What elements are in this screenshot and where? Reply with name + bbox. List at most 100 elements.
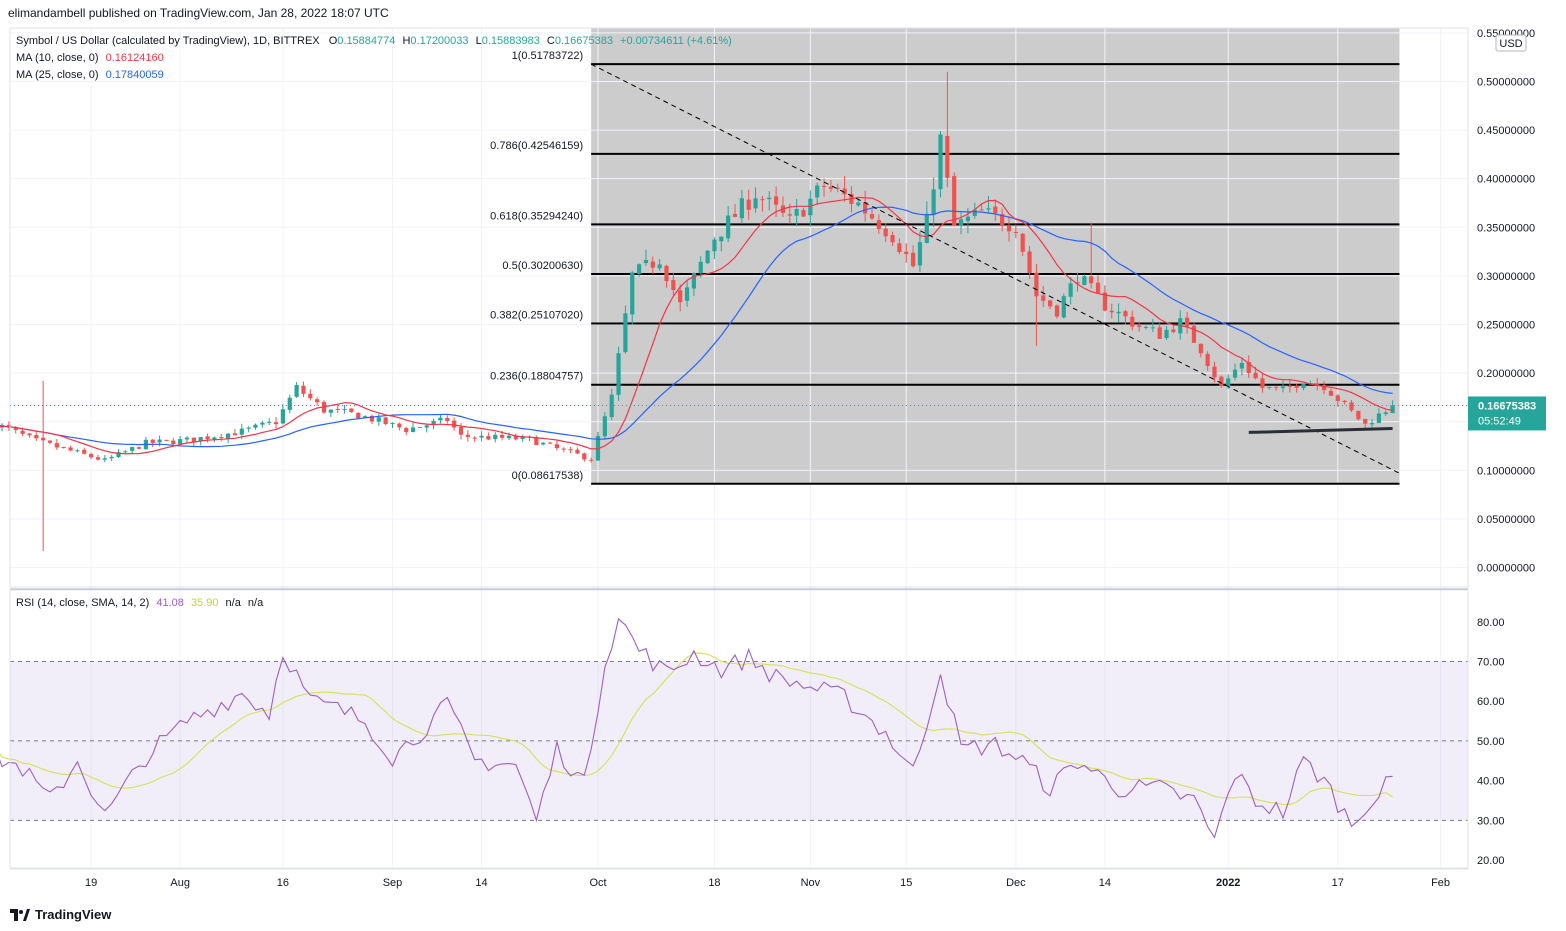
candle-body (1294, 386, 1299, 388)
candle-body (1253, 372, 1258, 379)
candle-body (116, 452, 121, 458)
candle-body (184, 437, 190, 440)
symbol-title: Symbol / US Dollar (calculated by Tradin… (16, 35, 320, 47)
candle-body (239, 428, 244, 435)
candle-body (500, 434, 505, 438)
candle-body (774, 196, 779, 205)
close-label: C (546, 35, 555, 47)
candle-body (746, 199, 751, 210)
candle-body (869, 214, 875, 219)
candle-body (1239, 363, 1244, 369)
candle-body (965, 216, 970, 222)
price-tick-label: 0.45000000 (1477, 125, 1535, 137)
candle-body (808, 198, 813, 216)
candle-body (1287, 385, 1292, 387)
brand-text: TradingView (35, 907, 112, 922)
candle-body (390, 422, 395, 424)
candle-body (1363, 418, 1368, 424)
candle-body (876, 220, 881, 230)
candle-body (1109, 310, 1114, 313)
candle-body (698, 261, 703, 274)
candle-body (986, 208, 991, 210)
time-tick-label: Dec (1006, 877, 1026, 889)
candle-body (1006, 225, 1012, 232)
candle-body (856, 202, 861, 206)
candle-body (897, 243, 902, 253)
rsi-value: 41.08 (156, 597, 184, 609)
candle-body (198, 437, 203, 442)
candle-body (1102, 292, 1107, 311)
candle-body (917, 242, 923, 266)
candle-body (609, 394, 614, 418)
candle-body (616, 353, 621, 395)
rsi-tick-label: 70.00 (1477, 656, 1505, 668)
candle-body (958, 219, 964, 226)
candle-body (1082, 276, 1087, 285)
time-tick-label: Sep (383, 877, 403, 889)
candle-body (294, 385, 299, 397)
candle-body (1219, 376, 1224, 386)
candle-body (75, 450, 80, 452)
candle-body (1274, 386, 1279, 388)
candle-body (54, 443, 59, 448)
candle-body (280, 409, 285, 424)
close-value: 0.16675383 (554, 35, 613, 47)
candle-body (383, 417, 388, 425)
ma10-legend: MA (10, close, 0) 0.16124160 (16, 52, 164, 64)
candle-body (691, 273, 696, 289)
publisher-line: elimandambell published on TradingView.c… (8, 6, 389, 20)
candle-body (821, 185, 827, 187)
rsi-tick-label: 50.00 (1477, 736, 1505, 748)
candle-body (287, 397, 292, 410)
price-tick-label: 0.00000000 (1477, 563, 1535, 575)
candle-body (1260, 378, 1265, 388)
candle-body (1349, 402, 1354, 411)
ma10-line (0, 196, 1393, 455)
candle-body (1089, 276, 1094, 284)
candle-body (13, 427, 18, 431)
candle-body (534, 437, 539, 446)
time-tick-label: 2022 (1216, 877, 1240, 889)
candle-body (164, 439, 169, 441)
candle-body (952, 176, 957, 226)
rsi-legend: RSI (14, close, SMA, 14, 2) 41.08 35.90 … (16, 597, 263, 609)
candle-body (506, 435, 512, 439)
candle-body (712, 239, 717, 252)
candle-body (41, 437, 46, 441)
candle-body (1185, 317, 1190, 327)
candle-body (445, 417, 450, 421)
candle-body (575, 449, 580, 454)
candle-body (938, 134, 943, 190)
fib-level-label: 0(0.08617538) (512, 470, 584, 482)
candle-body (424, 425, 429, 428)
candle-body (465, 434, 470, 438)
candle-body (61, 446, 66, 448)
candle-body (1171, 329, 1176, 333)
candle-body (1041, 295, 1046, 301)
candle-body (417, 426, 422, 428)
candle-body (1280, 386, 1286, 389)
candle-body (787, 214, 792, 216)
candle-body (219, 437, 224, 439)
open-value: 0.15884774 (337, 35, 396, 47)
candle-body (246, 427, 251, 429)
candle-body (308, 393, 313, 399)
candle-body (828, 186, 833, 189)
currency-badge (1495, 34, 1527, 52)
rsi-na-1: n/a (225, 597, 241, 609)
candle-body (178, 439, 183, 445)
high-label: H (402, 35, 411, 47)
candle-body (1095, 282, 1101, 293)
candle-body (1150, 327, 1155, 329)
price-tick-label: 0.25000000 (1477, 320, 1535, 332)
ma25-legend: MA (25, close, 0) 0.17840059 (16, 69, 164, 81)
candle-body (1205, 353, 1210, 367)
candle-body (979, 209, 984, 211)
symbol-legend: Symbol / US Dollar (calculated by Tradin… (16, 35, 732, 47)
candle-body (753, 198, 758, 209)
candle-body (267, 421, 272, 423)
candle-body (1164, 329, 1169, 339)
candle-body (136, 447, 142, 449)
